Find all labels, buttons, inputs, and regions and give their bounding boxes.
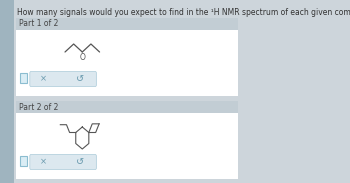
Text: ×: × <box>40 74 47 83</box>
Text: ↺: ↺ <box>76 157 84 167</box>
Text: How many signals would you expect to find in the ¹H NMR spectrum of each given c: How many signals would you expect to fin… <box>17 8 350 17</box>
FancyBboxPatch shape <box>30 72 96 87</box>
Text: ×: × <box>40 158 47 167</box>
Text: Part 1 of 2: Part 1 of 2 <box>19 20 58 29</box>
Text: Part 2 of 2: Part 2 of 2 <box>19 102 58 111</box>
FancyBboxPatch shape <box>16 30 238 96</box>
FancyBboxPatch shape <box>20 156 27 166</box>
FancyBboxPatch shape <box>20 73 27 83</box>
Text: ↺: ↺ <box>76 74 84 84</box>
FancyBboxPatch shape <box>0 0 14 183</box>
FancyBboxPatch shape <box>16 18 238 30</box>
FancyBboxPatch shape <box>16 101 238 113</box>
FancyBboxPatch shape <box>30 154 96 169</box>
FancyBboxPatch shape <box>16 113 238 179</box>
Text: O: O <box>79 53 85 62</box>
